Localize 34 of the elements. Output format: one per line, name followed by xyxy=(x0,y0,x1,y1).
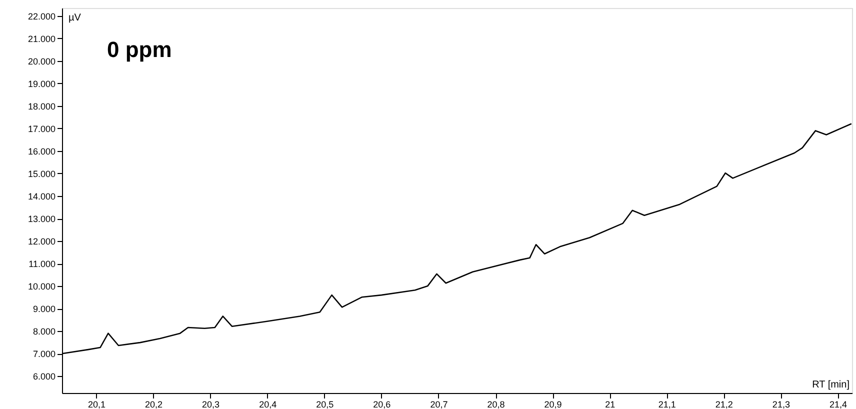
y-tick-label: 15.000 xyxy=(28,168,56,179)
y-tick-label: 16.000 xyxy=(28,146,56,156)
x-tick-label: 21 xyxy=(605,400,616,409)
y-tick-label: 8.000 xyxy=(32,326,56,337)
y-tick-label: 6.000 xyxy=(32,372,56,382)
y-tick-label: 18.000 xyxy=(28,101,56,112)
y-tick-label: 7.000 xyxy=(32,349,56,360)
y-tick-label: 12.000 xyxy=(28,236,56,247)
x-tick-label: 21,1 xyxy=(658,400,676,409)
annotation: 0 ppm xyxy=(107,37,172,62)
y-tick-label: 11.000 xyxy=(28,259,56,270)
x-tick-label: 20,9 xyxy=(544,400,562,409)
y-tick-label: 19.000 xyxy=(28,78,56,89)
y-tick-label: 9.000 xyxy=(32,304,56,314)
x-tick-label: 20,3 xyxy=(202,400,220,409)
x-tick-label: 20,2 xyxy=(145,400,163,409)
x-tick-label: 21,3 xyxy=(772,400,790,409)
x-tick-label: 21,2 xyxy=(715,400,733,409)
y-tick-label: 10.000 xyxy=(28,282,56,292)
y-tick-label: 17.000 xyxy=(28,124,56,134)
x-tick-label: 20,4 xyxy=(259,400,277,409)
x-tick-label: 20,1 xyxy=(88,400,106,409)
x-tick-label: 20,8 xyxy=(487,400,505,409)
y-tick-label: 14.000 xyxy=(28,191,56,202)
x-tick-label: 21,4 xyxy=(829,400,848,409)
y-tick-label: 20.000 xyxy=(28,56,56,66)
x-tick-label: 20,7 xyxy=(430,400,448,409)
y-tick-label: 22.000 xyxy=(28,11,56,22)
x-axis-title: RT [min] xyxy=(812,380,850,390)
y-tick-label: 21.000 xyxy=(28,34,56,44)
x-tick-label: 20,5 xyxy=(316,400,334,409)
y-axis-title: µV xyxy=(68,12,82,24)
x-tick-label: 20,6 xyxy=(373,400,391,409)
y-tick-label: 13.000 xyxy=(28,214,56,224)
